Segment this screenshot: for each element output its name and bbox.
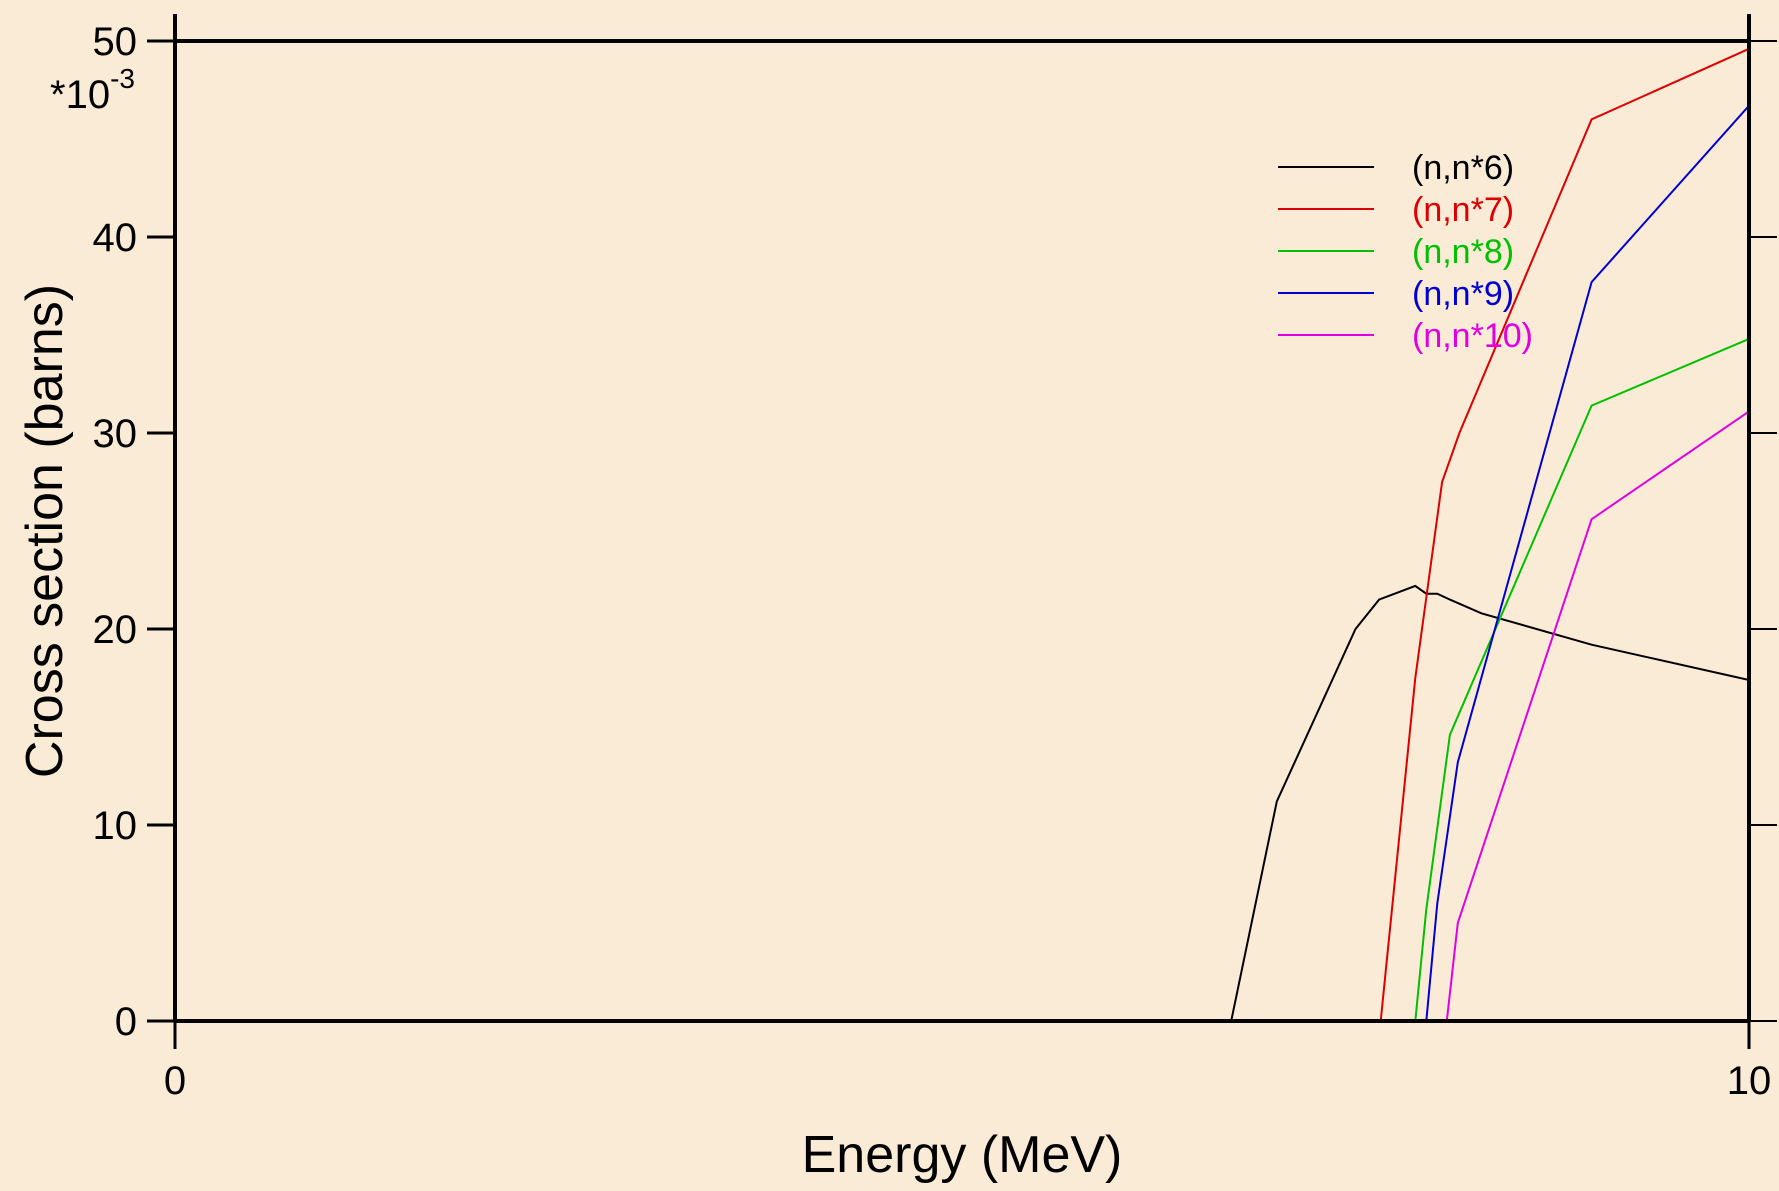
series-line-5	[1445, 410, 1750, 1022]
y-tick-label-0: 0	[115, 1000, 137, 1044]
y-multiplier-base: *10	[50, 73, 110, 117]
series-line-3	[1414, 337, 1750, 1022]
y-tick-label-20: 20	[93, 608, 138, 652]
legend: (n,n*6) (n,n*7) (n,n*8) (n,n*9) (n,n*10)	[1278, 149, 1533, 355]
y-multiplier-label: *10-3	[50, 63, 135, 117]
legend-label-3: (n,n*8)	[1412, 233, 1514, 271]
y-tick-label-10: 10	[93, 804, 138, 848]
axes-layer: 0 10 20 30 40 50 0 10	[93, 14, 1777, 1103]
x-tick-label-10: 10	[1727, 1059, 1772, 1103]
series-line-4	[1425, 105, 1750, 1022]
y-tick-label-40: 40	[93, 216, 138, 260]
legend-label-2: (n,n*7)	[1412, 191, 1514, 229]
legend-label-1: (n,n*6)	[1412, 149, 1514, 187]
y-tick-label-50: 50	[93, 20, 138, 64]
x-tick-label-0: 0	[164, 1059, 186, 1103]
legend-label-4: (n,n*9)	[1412, 275, 1514, 313]
x-axis-label: Energy (MeV)	[802, 1126, 1123, 1184]
plot-background	[175, 41, 1749, 1021]
y-axis-label: Cross section (barns)	[16, 284, 74, 778]
series-line-2	[1379, 47, 1750, 1022]
legend-label-5: (n,n*10)	[1412, 317, 1533, 355]
series-layer	[1230, 47, 1750, 1022]
y-multiplier-exponent: -3	[110, 63, 135, 94]
y-tick-label-30: 30	[93, 412, 138, 456]
